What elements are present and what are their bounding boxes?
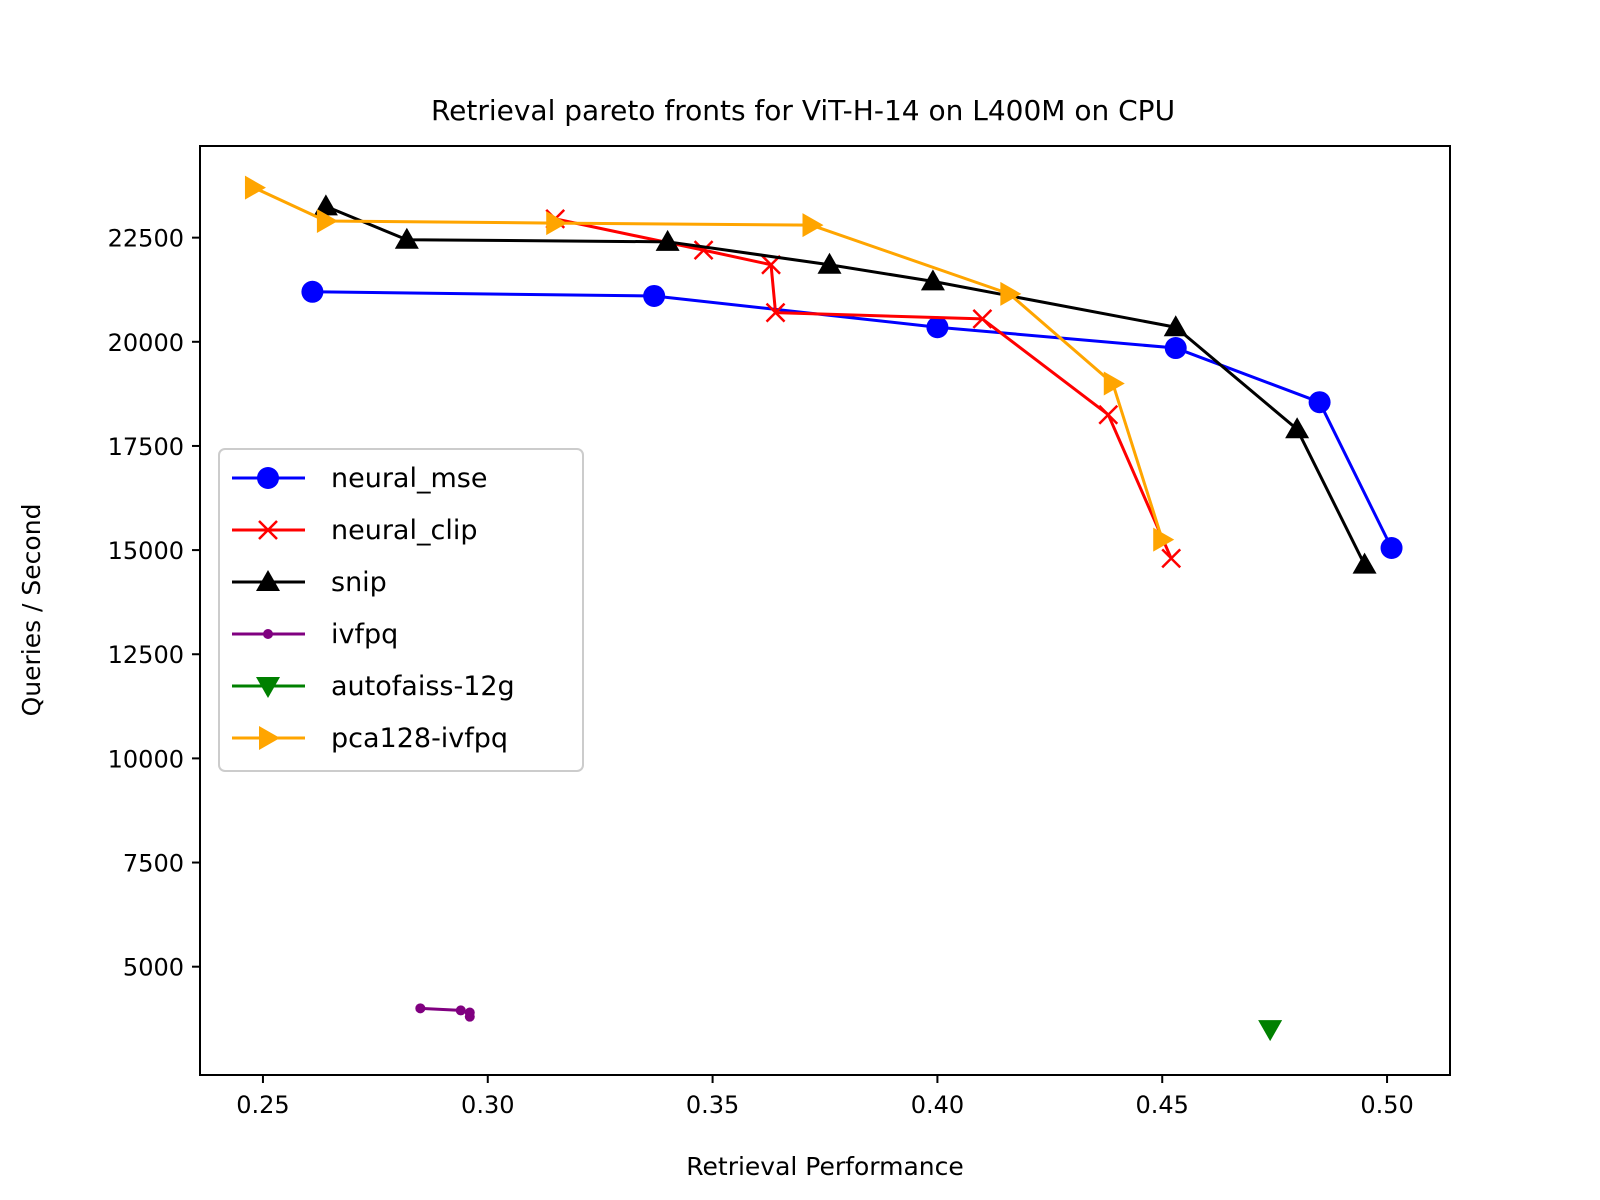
legend-item-pca128-ivfpq: pca128-ivfpq (232, 723, 508, 754)
data-point-snip (313, 194, 338, 216)
legend-box (218, 448, 584, 772)
series-neural_clip (545, 209, 1182, 569)
data-point-snip (817, 252, 842, 274)
x-axis-label: Retrieval Performance (686, 1152, 963, 1181)
legend-marker (256, 570, 280, 591)
series-ivfpq (415, 1003, 475, 1022)
x-tick-label: 0.40 (911, 1091, 964, 1119)
data-point-neural_clip (1098, 404, 1119, 425)
chart-title: Retrieval pareto fronts for ViT-H-14 on … (431, 94, 1175, 127)
x-tick-label: 0.50 (1360, 1091, 1413, 1119)
legend-marker (258, 520, 278, 540)
legend-marker (259, 726, 280, 750)
data-point-snip (655, 229, 680, 251)
series-autofaiss-12g (1258, 1020, 1283, 1042)
x-tick-label: 0.35 (686, 1091, 739, 1119)
legend-marker (257, 467, 279, 489)
legend-item-ivfpq: ivfpq (232, 619, 398, 650)
legend-item-neural_mse: neural_mse (232, 463, 487, 494)
y-tick-label: 17500 (108, 433, 184, 461)
y-axis-label: Queries / Second (17, 504, 46, 717)
data-layer (244, 175, 1403, 1042)
legend-item-neural_clip: neural_clip (232, 515, 477, 546)
data-point-neural_clip (972, 309, 993, 329)
data-point-autofaiss-12g (1258, 1020, 1283, 1042)
series-neural_mse (301, 280, 1403, 560)
data-point-pca128-ivfpq (546, 211, 568, 236)
data-point-neural_mse (1164, 337, 1187, 360)
data-point-snip (1285, 417, 1310, 439)
plot-frame (199, 145, 1451, 1076)
data-point-pca128-ivfpq (802, 213, 824, 238)
data-point-neural_clip (693, 240, 714, 261)
data-point-snip (1352, 552, 1377, 574)
data-point-ivfpq (464, 1011, 475, 1022)
data-point-neural_mse (1380, 537, 1403, 560)
legend-marker (256, 677, 280, 698)
series-line-snip (325, 205, 1366, 566)
y-tick-label: 12500 (108, 641, 184, 669)
data-point-pca128-ivfpq (244, 175, 266, 200)
data-point-neural_mse (1308, 391, 1331, 414)
series-pca128-ivfpq (244, 175, 1175, 552)
data-point-neural_mse (926, 316, 949, 339)
series-snip (313, 194, 1377, 574)
legend-label: neural_clip (331, 515, 477, 546)
legend-label: pca128-ivfpq (331, 723, 508, 754)
data-point-pca128-ivfpq (1103, 371, 1125, 396)
legend-item-autofaiss-12g: autofaiss-12g (232, 671, 515, 702)
x-tick-label: 0.30 (461, 1091, 514, 1119)
legend-item-snip: snip (232, 567, 387, 598)
y-tick-label: 5000 (123, 954, 184, 982)
legend-label: snip (331, 567, 387, 598)
y-tick-label: 7500 (123, 850, 184, 878)
data-point-neural_mse (643, 284, 666, 307)
legend-label: autofaiss-12g (331, 671, 515, 702)
data-point-pca128-ivfpq (316, 208, 338, 233)
data-point-neural_mse (301, 280, 324, 303)
x-tick-label: 0.45 (1136, 1091, 1189, 1119)
y-tick-label: 20000 (108, 329, 184, 357)
data-point-snip (1163, 315, 1188, 337)
series-line-neural_mse (312, 290, 1393, 549)
x-tick-label: 0.25 (236, 1091, 289, 1119)
y-tick-label: 15000 (108, 537, 184, 565)
data-point-snip (920, 269, 945, 291)
y-axis: 5000 7500 10000 12500 15000 17500 20000 22500 (108, 225, 200, 982)
legend-label: neural_mse (331, 463, 487, 494)
data-point-snip (394, 227, 419, 249)
data-point-ivfpq (415, 1003, 426, 1014)
data-point-neural_clip (765, 302, 786, 323)
data-point-pca128-ivfpq (1000, 281, 1022, 306)
y-tick-label: 22500 (108, 225, 184, 253)
y-tick-label: 10000 (108, 745, 184, 773)
legend-label: ivfpq (331, 619, 398, 650)
data-point-pca128-ivfpq (1153, 527, 1175, 552)
x-axis: 0.25 0.30 0.35 0.40 0.45 0.50 (236, 1075, 1414, 1119)
data-point-neural_clip (1161, 548, 1182, 569)
legend-marker (263, 629, 273, 639)
data-point-ivfpq (455, 1005, 466, 1016)
